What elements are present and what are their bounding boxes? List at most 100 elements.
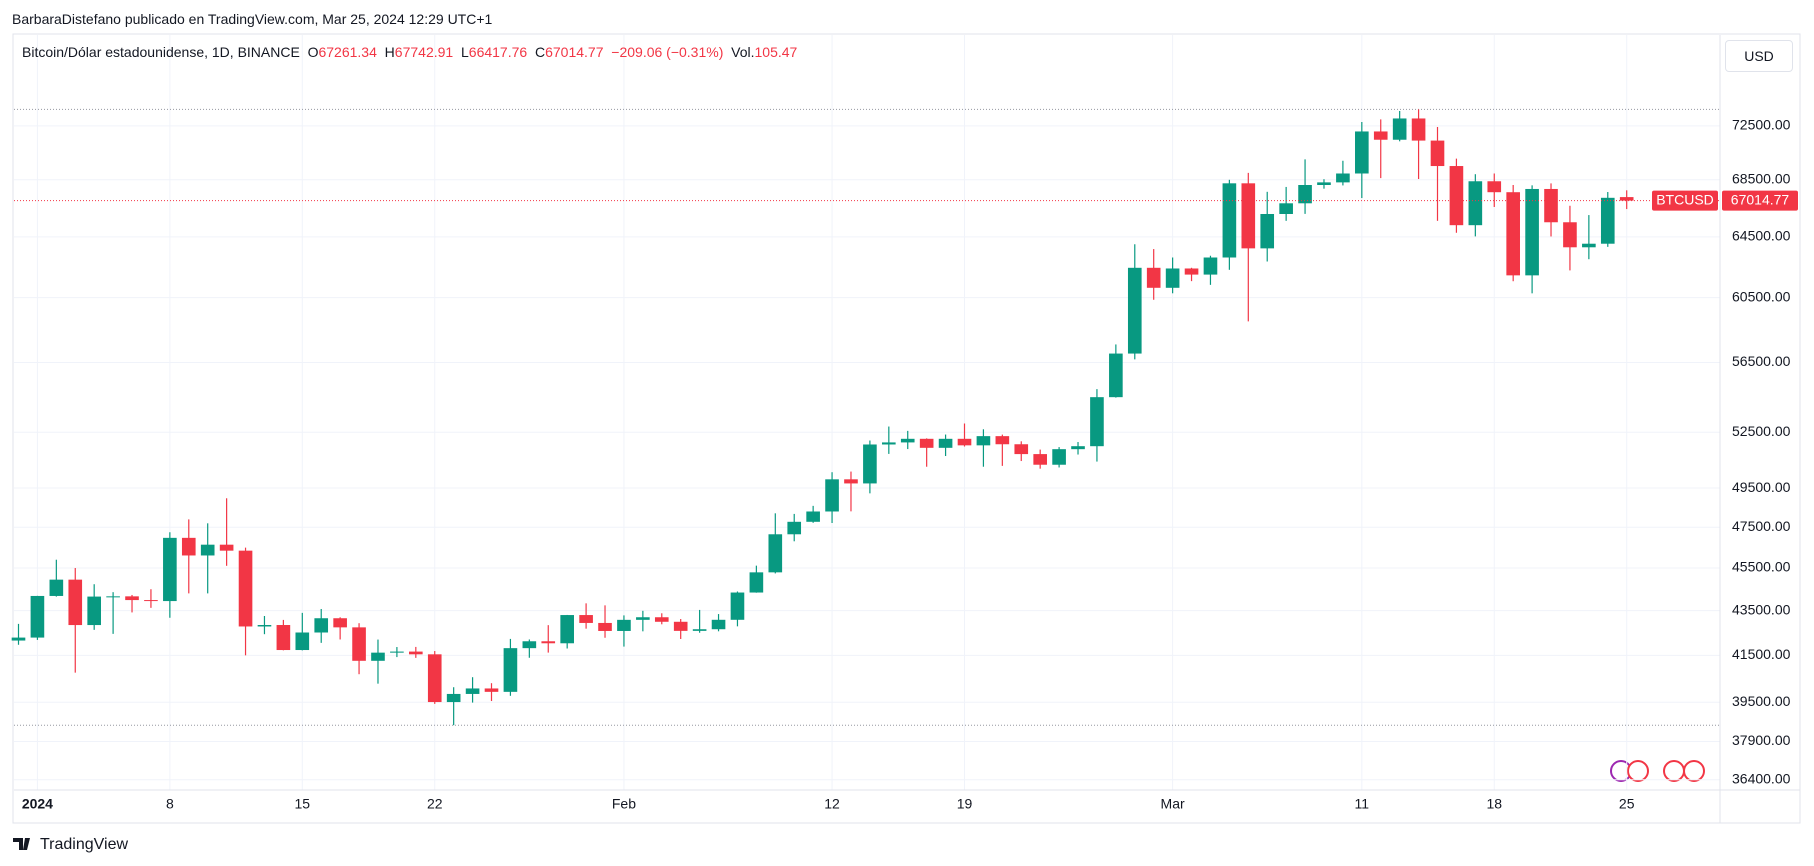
y-tick-label: 36400.00 <box>1732 770 1791 786</box>
candle-body <box>314 618 329 633</box>
candle-body <box>465 688 480 694</box>
candle-body <box>1184 268 1199 275</box>
candle-body <box>1392 118 1407 140</box>
candle-body <box>1146 267 1161 288</box>
volume-key: Vol. <box>731 44 755 60</box>
x-tick-label: 22 <box>427 796 443 812</box>
candle-body <box>87 596 101 626</box>
candle-body <box>1336 173 1350 183</box>
candle-body <box>1109 353 1123 398</box>
y-tick-label: 68500.00 <box>1732 170 1791 186</box>
candle-body <box>522 641 537 649</box>
candle-body <box>1033 454 1047 465</box>
x-tick-label: Feb <box>612 796 636 812</box>
candle-body <box>1525 188 1539 276</box>
candle-body <box>1468 181 1483 226</box>
candle-body <box>1487 181 1502 193</box>
candle-body <box>219 544 234 551</box>
y-tick-label: 43500.00 <box>1732 601 1791 617</box>
symbol-label: BTCUSD <box>1656 191 1714 207</box>
y-tick-label: 52500.00 <box>1732 423 1791 439</box>
candle-body <box>806 511 820 522</box>
y-tick-label: 60500.00 <box>1732 288 1791 304</box>
candle-body <box>1355 131 1369 174</box>
ohlc-key: C <box>534 44 546 60</box>
candle-body <box>768 534 783 573</box>
candle-body <box>1563 222 1577 248</box>
ohlc-value: 66417.76 <box>468 44 528 60</box>
candle-body <box>541 641 556 644</box>
candle-body <box>1430 140 1445 167</box>
candle-body <box>1600 197 1615 244</box>
candle-body <box>1071 446 1085 450</box>
candle-body <box>49 579 64 596</box>
y-tick-label: 39500.00 <box>1732 693 1791 709</box>
candle-body <box>1449 166 1464 226</box>
candle-body <box>825 479 839 512</box>
candle-body <box>882 442 896 445</box>
author-line: BarbaraDistefano publicado en TradingVie… <box>12 11 493 27</box>
y-tick-label: 45500.00 <box>1732 559 1791 575</box>
candle-body <box>938 438 953 448</box>
candle-body <box>144 600 158 602</box>
candle-body <box>276 625 291 651</box>
event-icons <box>1610 760 1705 782</box>
y-tick-label: 64500.00 <box>1732 228 1791 244</box>
candle-body <box>1582 243 1596 248</box>
candle-body <box>125 596 139 601</box>
legend-header: Bitcoin/Dólar estadounidense, 1D, BINANC… <box>22 44 797 60</box>
candle-body <box>976 436 991 446</box>
footer-brand: TradingView <box>40 836 129 853</box>
candle-body <box>68 579 83 626</box>
candle-body <box>673 621 688 631</box>
symbol-label-bg <box>1652 190 1718 211</box>
x-tick-label: 19 <box>957 796 973 812</box>
volume-value: 105.47 <box>754 44 798 60</box>
x-tick-label: 25 <box>1619 796 1635 812</box>
x-tick-label: 15 <box>295 796 311 812</box>
candle-body <box>957 438 972 446</box>
candle-body <box>371 652 385 661</box>
y-tick-label: 72500.00 <box>1732 117 1791 133</box>
candle-body <box>560 615 574 644</box>
candle-body <box>484 688 499 692</box>
candle-body <box>503 648 518 692</box>
candle-body <box>1014 444 1029 455</box>
candle-body <box>579 615 593 623</box>
candle-body <box>711 619 726 630</box>
candle-body <box>163 537 177 602</box>
change: −209.06 (−0.31%) <box>611 44 724 60</box>
candle-body <box>995 436 1010 445</box>
ohlc-value: 67261.34 <box>318 44 377 60</box>
candle-body <box>200 544 215 556</box>
candle-body <box>692 629 707 631</box>
candle-body <box>106 596 120 598</box>
currency-button[interactable]: USD <box>1725 40 1793 72</box>
chart-frame <box>12 33 1801 824</box>
candle-body <box>1411 118 1426 141</box>
candle-body <box>390 651 404 653</box>
candle-body <box>409 651 423 655</box>
candle-body <box>352 627 366 661</box>
y-tick-label: 41500.00 <box>1732 646 1791 662</box>
candle-body <box>1127 267 1142 354</box>
x-tick-label: 11 <box>1355 796 1370 812</box>
candle-body <box>749 572 764 593</box>
candle-body <box>181 537 196 556</box>
x-tick-label: 8 <box>166 796 174 812</box>
ohlc-key: L <box>460 44 469 60</box>
x-tick-label: 2024 <box>22 796 53 812</box>
candle-body <box>654 617 669 622</box>
x-tick-label: Mar <box>1161 796 1185 812</box>
ohlc-key: H <box>384 44 395 60</box>
candle-body <box>844 479 858 484</box>
candle-body <box>257 625 272 627</box>
y-tick-label: 49500.00 <box>1732 479 1791 495</box>
candle-body <box>1373 131 1388 140</box>
candle-body <box>1619 197 1634 201</box>
candle-body <box>1279 203 1293 214</box>
x-tick-label: 12 <box>824 796 840 812</box>
y-tick-label: 56500.00 <box>1732 353 1791 369</box>
candle-body <box>1222 183 1237 258</box>
